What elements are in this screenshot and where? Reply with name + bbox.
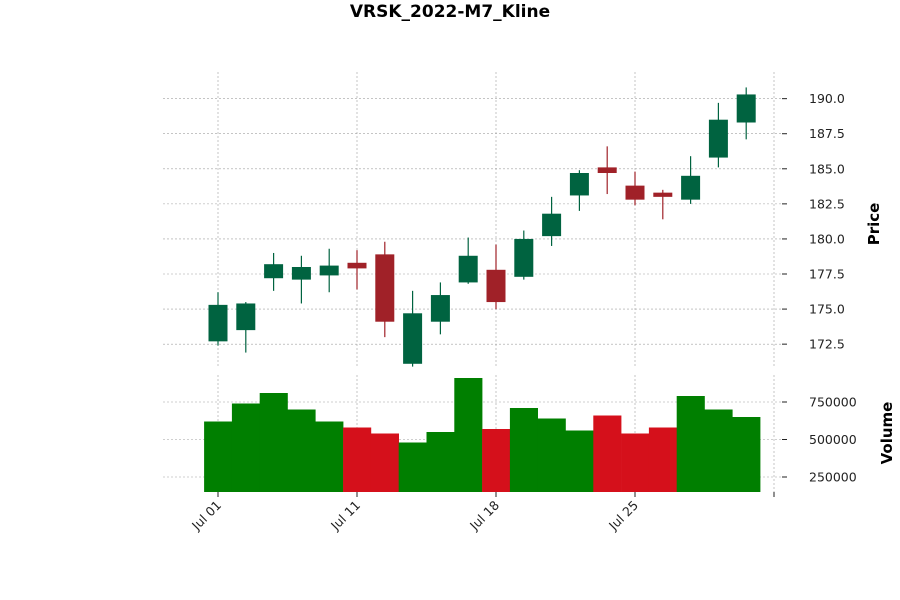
candle-body — [514, 238, 534, 277]
candle-body — [708, 119, 728, 158]
volume-axis-label: Volume — [878, 402, 896, 465]
candle — [486, 244, 506, 310]
price-tick-label: 172.5 — [809, 337, 845, 352]
volume-bar — [676, 396, 705, 492]
volume-bar — [259, 393, 288, 492]
volume-bar — [370, 433, 399, 492]
price-tick-label: 187.5 — [809, 126, 845, 141]
price-axis-label: Price — [865, 203, 883, 246]
candle — [208, 292, 228, 346]
volume-bar — [231, 403, 260, 492]
volume-bar — [454, 378, 483, 492]
candle-body — [486, 269, 506, 303]
x-tick-label: Jul 25 — [605, 498, 641, 534]
volume-bar — [426, 432, 455, 492]
volume-bar — [648, 427, 677, 492]
volume-bar — [315, 421, 344, 492]
candle-body — [319, 265, 339, 276]
candle-body — [291, 266, 311, 280]
volume-bar — [287, 409, 316, 492]
price-tick-label: 180.0 — [809, 231, 845, 246]
volume-bar — [704, 409, 733, 492]
candle — [653, 189, 673, 220]
candle-body — [597, 167, 617, 174]
volume-bar — [565, 430, 594, 492]
volume-bar — [398, 442, 427, 492]
x-tick-label: Jul 18 — [466, 497, 502, 533]
price-tick-label: 185.0 — [809, 161, 845, 176]
volume-bar — [593, 415, 622, 492]
volume-bar — [732, 417, 761, 492]
candle — [347, 250, 367, 290]
x-tick-label: Jul 01 — [188, 498, 224, 534]
price-tick-label: 182.5 — [809, 196, 845, 211]
candle — [597, 146, 617, 195]
candle — [375, 241, 395, 338]
candle-body — [347, 262, 367, 269]
candle-body — [264, 264, 284, 279]
candle — [264, 252, 284, 291]
volume-bar — [343, 427, 372, 492]
candle — [569, 170, 589, 211]
x-tick-label: Jul 11 — [327, 498, 363, 534]
candle-body — [208, 304, 228, 342]
volume-tick-label: 500000 — [809, 432, 857, 447]
candle — [291, 255, 311, 304]
price-tick-label: 175.0 — [809, 302, 845, 317]
volume-tick-label: 250000 — [809, 470, 857, 485]
candle-body — [653, 192, 673, 197]
candle — [542, 196, 562, 246]
candle-body — [542, 213, 562, 237]
candle — [736, 87, 756, 140]
candle — [514, 230, 534, 280]
candle — [458, 237, 478, 284]
candle-body — [625, 185, 645, 200]
candle — [236, 302, 256, 353]
candle-body — [375, 254, 395, 322]
candle-body — [736, 94, 756, 123]
price-tick-label: 177.5 — [809, 267, 845, 282]
volume-panel: 250000 500000 750000 — [163, 375, 857, 492]
candle-body — [430, 295, 450, 322]
candle — [708, 102, 728, 168]
volume-bar — [537, 418, 566, 492]
volume-bar — [204, 421, 233, 492]
volume-bar — [621, 433, 650, 492]
candle — [319, 248, 339, 293]
volume-tick-label: 750000 — [809, 395, 857, 410]
candle — [681, 156, 701, 204]
candle — [625, 171, 645, 206]
candle-body — [681, 175, 701, 200]
price-panel: 172.5 175.0 177.5 180.0 182.5 185.0 187.5 190.0 — [163, 72, 845, 368]
candle-body — [236, 303, 256, 331]
candle — [430, 282, 450, 335]
candle-body — [458, 255, 478, 283]
candle-body — [403, 313, 423, 364]
price-tick-label: 190.0 — [809, 91, 845, 106]
volume-bar — [482, 429, 511, 492]
candle — [403, 290, 423, 367]
candle-body — [569, 173, 589, 196]
volume-bar — [509, 408, 538, 492]
chart-title: VRSK_2022-M7_Kline — [350, 2, 550, 22]
